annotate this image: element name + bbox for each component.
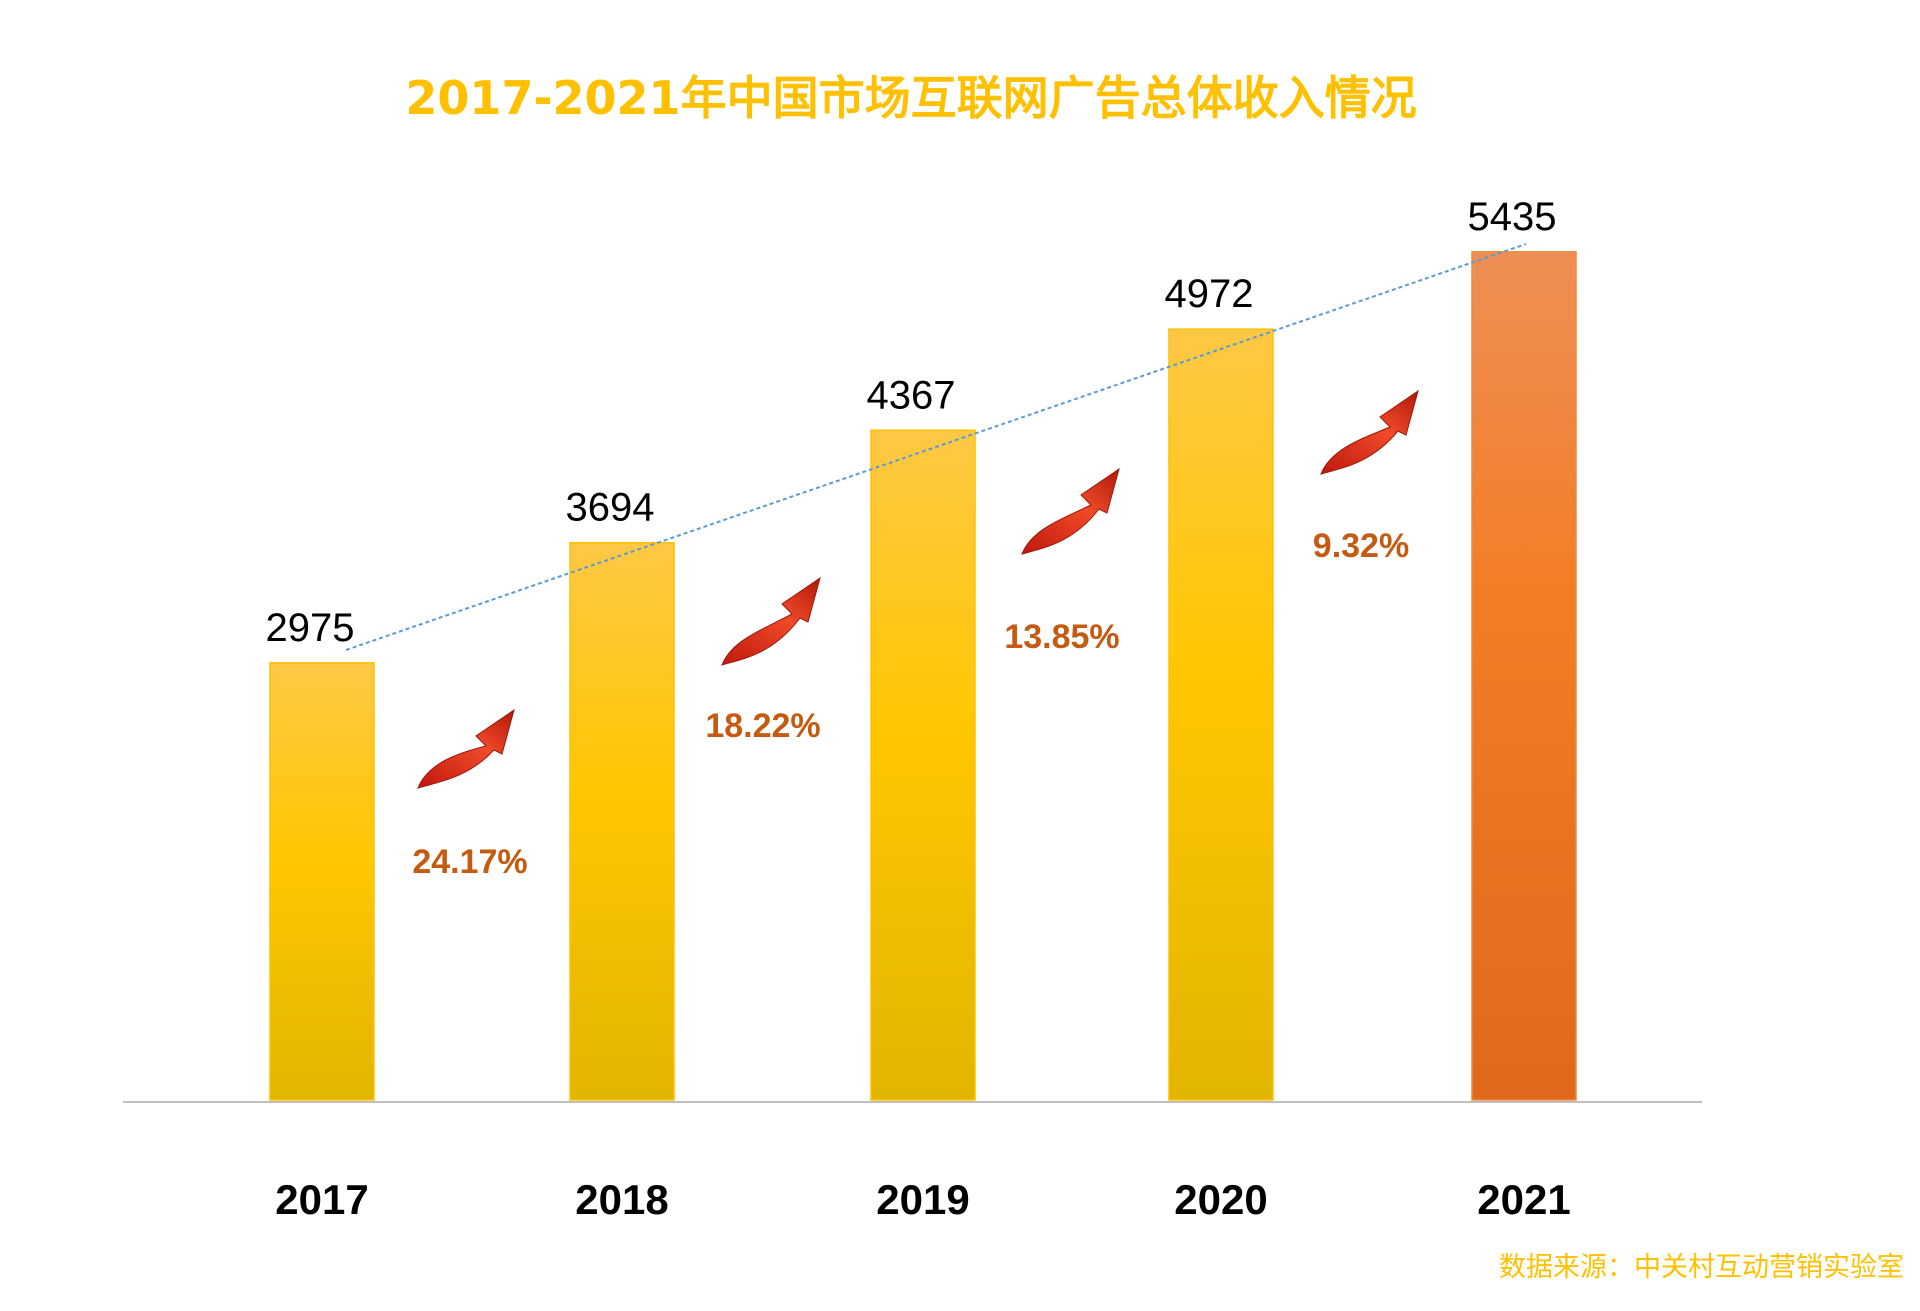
- value-label: 4972: [1165, 272, 1254, 316]
- bar-2017: [269, 662, 375, 1101]
- bar-2018: [569, 541, 675, 1101]
- value-label: 2975: [266, 606, 355, 650]
- trendline: [345, 243, 1527, 651]
- x-tick-label: 2017: [275, 1176, 368, 1223]
- x-tick-label: 2019: [876, 1176, 969, 1223]
- bar-2021: [1471, 251, 1577, 1101]
- bar-2019: [870, 429, 976, 1101]
- growth-label: 13.85%: [1004, 618, 1119, 656]
- source-note: 数据来源：中关村互动营销实验室: [1499, 1252, 1904, 1283]
- bar-2020: [1168, 328, 1274, 1101]
- x-tick-label: 2020: [1174, 1176, 1267, 1223]
- value-label: 5435: [1468, 195, 1557, 239]
- value-label: 3694: [566, 486, 655, 530]
- chart-title: 2017-2021年中国市场互联网广告总体收入情况: [405, 71, 1417, 125]
- growth-arrow-icon: [1320, 389, 1419, 475]
- x-tick-label: 2021: [1477, 1176, 1570, 1223]
- x-tick-label: 2018: [575, 1176, 668, 1223]
- growth-label: 9.32%: [1313, 527, 1409, 565]
- growth-arrow-icon: [1021, 467, 1120, 555]
- growth-label: 24.17%: [412, 843, 527, 881]
- growth-label: 18.22%: [705, 707, 820, 745]
- growth-arrow-icon: [721, 576, 821, 666]
- growth-arrow-icon: [417, 708, 515, 789]
- value-label: 4367: [867, 373, 956, 417]
